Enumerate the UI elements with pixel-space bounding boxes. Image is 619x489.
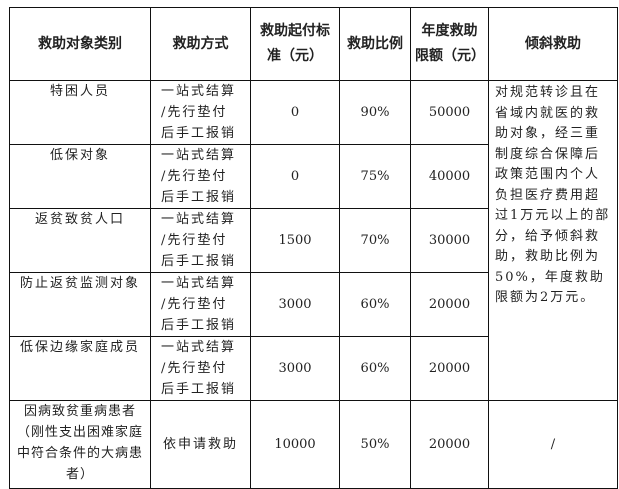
method-cell: 依申请救助 (150, 400, 251, 489)
tilt-cell: 对规范转诊且在省域内就医的救助对象，经三重制度综合保障后政策范围内个人负担医疗费… (488, 80, 618, 401)
method-cell: 一站式结算/先行垫付 后手工报销 (150, 336, 251, 401)
header-row: 救助对象类别 救助方式 救助起付标准（元） 救助比例 年度救助限额（元） 倾斜救… (9, 7, 618, 81)
limit-cell: 50000 (410, 80, 489, 145)
ratio-cell: 60% (339, 272, 411, 337)
ratio-cell: 60% (339, 336, 411, 401)
method-cell: 一站式结算/先行垫付 后手工报销 (150, 144, 251, 209)
limit-cell: 20000 (410, 400, 489, 489)
limit-cell: 20000 (410, 336, 489, 401)
ratio-cell: 70% (339, 208, 411, 273)
header-tilt: 倾斜救助 (488, 7, 618, 81)
table-row: 低保边缘家庭成员 一站式结算/先行垫付 后手工报销 3000 60% 20000 (9, 336, 618, 401)
category-cell: 低保对象 (9, 144, 151, 209)
tilt-cell: / (488, 400, 618, 489)
threshold-cell: 3000 (250, 336, 340, 401)
limit-cell: 20000 (410, 272, 489, 337)
threshold-cell: 3000 (250, 272, 340, 337)
method-cell: 一站式结算/先行垫付 后手工报销 (150, 80, 251, 145)
category-cell: 低保边缘家庭成员 (9, 336, 151, 401)
limit-cell: 40000 (410, 144, 489, 209)
header-limit: 年度救助限额（元） (410, 7, 489, 81)
limit-cell: 30000 (410, 208, 489, 273)
ratio-cell: 75% (339, 144, 411, 209)
threshold-cell: 1500 (250, 208, 340, 273)
method-cell: 一站式结算/先行垫付 后手工报销 (150, 272, 251, 337)
table-row: 防止返贫监测对象 一站式结算/先行垫付 后手工报销 3000 60% 20000 (9, 272, 618, 337)
table-row: 低保对象 一站式结算/先行垫付 后手工报销 0 75% 40000 (9, 144, 618, 209)
threshold-cell: 0 (250, 144, 340, 209)
threshold-cell: 10000 (250, 400, 340, 489)
assistance-table: 救助对象类别 救助方式 救助起付标准（元） 救助比例 年度救助限额（元） 倾斜救… (9, 7, 618, 489)
ratio-cell: 90% (339, 80, 411, 145)
table-row: 特困人员 一站式结算/先行垫付 后手工报销 0 90% 50000 对规范转诊且在… (9, 80, 618, 401)
header-ratio: 救助比例 (339, 7, 411, 81)
category-cell: 特困人员 (9, 80, 151, 145)
category-cell: 返贫致贫人口 (9, 208, 151, 273)
threshold-cell: 0 (250, 80, 340, 145)
category-cell: 防止返贫监测对象 (9, 272, 151, 337)
header-threshold: 救助起付标准（元） (250, 7, 340, 81)
header-category: 救助对象类别 (9, 7, 151, 81)
ratio-cell: 50% (339, 400, 411, 489)
category-cell: 因病致贫重病患者（刚性支出困难家庭中符合条件的大病患者） (9, 400, 151, 489)
table-row: 因病致贫重病患者（刚性支出困难家庭中符合条件的大病患者） 依申请救助 10000… (9, 400, 618, 489)
header-method: 救助方式 (150, 7, 251, 81)
method-cell: 一站式结算/先行垫付 后手工报销 (150, 208, 251, 273)
